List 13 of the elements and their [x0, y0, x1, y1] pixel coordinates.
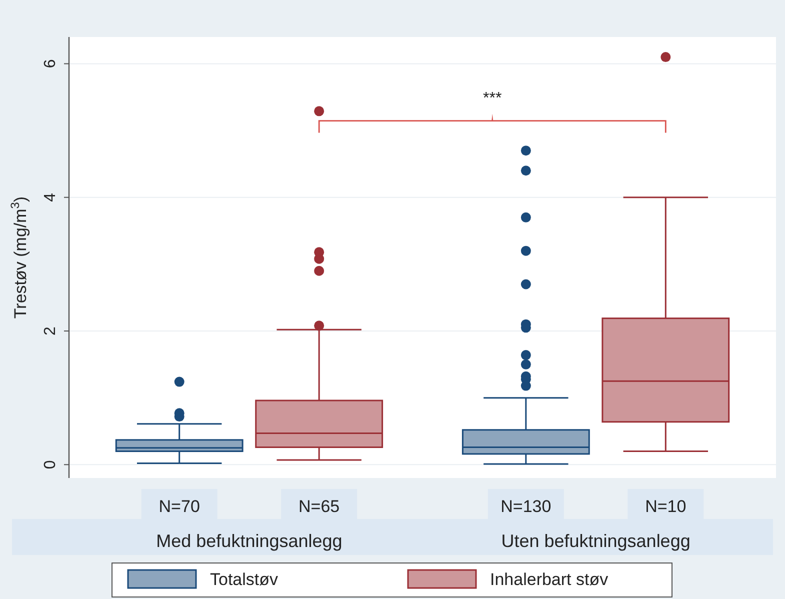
x-tick-label: Uten befuktningsanlegg [501, 531, 690, 551]
text: N=70 [158, 497, 200, 516]
annotation: *** [483, 90, 502, 107]
text: N=130 [500, 497, 552, 516]
legend-label: Totalstøv [210, 570, 279, 589]
y-tick-label: 2 [42, 326, 59, 336]
y-tick-label: 4 [42, 192, 59, 202]
text: N=65 [298, 497, 340, 516]
text: N=10 [645, 497, 686, 516]
y-tick-label: 6 [42, 59, 59, 68]
legend-label: Inhalerbart støv [490, 570, 609, 589]
y-tick-label: 0 [42, 460, 59, 470]
x-tick-label: Med befuktningsanlegg [156, 531, 342, 551]
